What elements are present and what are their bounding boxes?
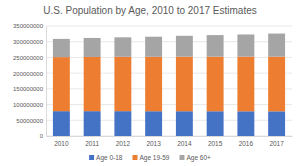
- tick-label: 200000000: [13, 71, 44, 77]
- tick: 2010: [54, 136, 69, 147]
- tick-label: 2014: [177, 140, 192, 147]
- bar: [207, 111, 224, 136]
- legend-swatch: [132, 155, 137, 160]
- axis-line: [46, 27, 47, 137]
- grid-line: [46, 88, 292, 89]
- bar: [268, 57, 285, 112]
- legend-swatch: [179, 155, 184, 160]
- tick-label: 300000000: [13, 39, 44, 45]
- bar: [53, 39, 70, 57]
- title: U.S. Population by Age, 2010 to 2017 Est…: [43, 5, 256, 16]
- tick-label: 150000000: [13, 86, 44, 92]
- grid-line: [46, 104, 292, 105]
- tick-label: 2013: [146, 140, 161, 147]
- tick-label: 100000000: [13, 102, 44, 108]
- tick-label: 250000000: [13, 55, 44, 61]
- legend-label: Age 0-18: [96, 154, 123, 162]
- tick: 50000000: [16, 118, 46, 124]
- bar: [176, 57, 193, 112]
- bar: [176, 36, 193, 57]
- series: [53, 34, 285, 58]
- legend-swatch: [89, 155, 94, 160]
- bars: [53, 34, 285, 136]
- legend-label: Age 19-59: [139, 154, 169, 162]
- legend-label: Age 60+: [186, 154, 211, 162]
- tick-label: 2012: [116, 140, 131, 147]
- tick: 150000000: [13, 86, 46, 92]
- grid-line: [46, 57, 292, 58]
- tick-label: 2011: [85, 140, 99, 147]
- tick-label: 50000000: [16, 118, 43, 124]
- tick-label: 2010: [54, 140, 69, 147]
- bar: [145, 37, 162, 57]
- bar: [84, 38, 101, 57]
- bar: [237, 34, 254, 56]
- tick-label: 2017: [269, 140, 284, 147]
- tick: 2016: [239, 136, 254, 147]
- series: [53, 111, 285, 136]
- bar: [207, 35, 224, 57]
- bar: [268, 34, 285, 57]
- x-axis: 2010 2011 2012 2013 2014 2015 2016 2017: [47, 136, 293, 147]
- bar: [237, 57, 254, 112]
- tick: 2012: [116, 136, 131, 147]
- tick: 300000000: [13, 39, 46, 45]
- tick: 2015: [208, 136, 223, 147]
- bar: [207, 57, 224, 112]
- tick: 250000000: [13, 55, 46, 61]
- bar: [53, 57, 70, 111]
- grid-line: [46, 73, 292, 74]
- tick-label: 2015: [208, 140, 223, 147]
- bar: [84, 111, 101, 136]
- legend: Age 0-18 Age 19-59 Age 60+: [89, 154, 211, 162]
- series: [53, 57, 285, 112]
- tick-label: 350000000: [13, 23, 44, 29]
- bar: [237, 111, 254, 136]
- bar: [114, 57, 131, 111]
- bar: [84, 57, 101, 111]
- bar: [114, 37, 131, 56]
- tick: 0: [40, 133, 46, 139]
- tick: 2017: [269, 136, 284, 147]
- bar: [145, 57, 162, 111]
- grid-line: [46, 26, 292, 27]
- bar: [145, 111, 162, 136]
- y-axis: 0 50000000 100000000 150000000 200000000 2500…: [13, 23, 47, 139]
- tick: 200000000: [13, 71, 46, 77]
- tick: 350000000: [13, 23, 46, 29]
- tick: 2011: [85, 136, 99, 147]
- tick-label: 0: [40, 133, 44, 139]
- legend-item: Age 0-18: [89, 154, 123, 162]
- legend-item: Age 19-59: [132, 154, 169, 162]
- chart: U.S. Population by Age, 2010 to 2017 Est…: [0, 0, 300, 166]
- tick: 100000000: [13, 102, 46, 108]
- grid-line: [46, 136, 292, 137]
- legend-item: Age 60+: [179, 154, 211, 162]
- tick: 2013: [146, 136, 161, 147]
- bar: [268, 111, 285, 136]
- bar: [114, 111, 131, 136]
- grid-line: [46, 120, 292, 121]
- tick: 2014: [177, 136, 192, 147]
- bar: [176, 111, 193, 136]
- axis-line: [47, 136, 293, 137]
- grid-line: [46, 41, 292, 42]
- tick-label: 2016: [239, 140, 254, 147]
- bar: [53, 111, 70, 136]
- grid: [46, 26, 292, 136]
